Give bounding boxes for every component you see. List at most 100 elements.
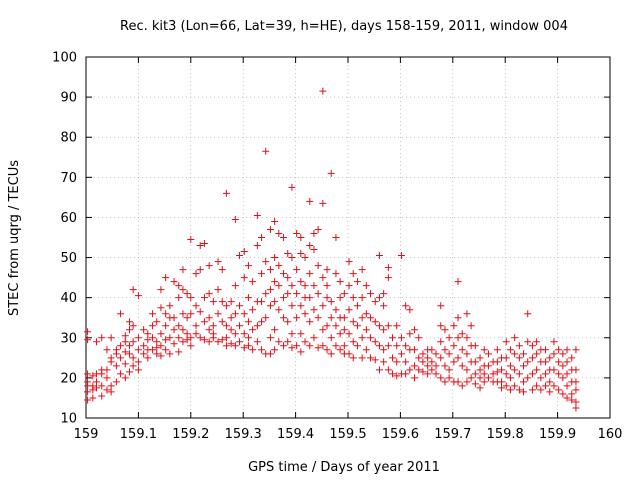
data-point: [157, 352, 165, 360]
data-point: [134, 346, 142, 354]
data-point: [454, 314, 462, 322]
data-point: [393, 322, 401, 330]
data-point: [375, 252, 383, 260]
data-point: [345, 258, 353, 266]
data-point: [445, 334, 453, 342]
data-point: [380, 358, 388, 366]
data-point: [572, 346, 580, 354]
data-point: [222, 322, 230, 330]
data-point: [288, 282, 296, 290]
data-point: [546, 378, 554, 386]
data-point: [502, 338, 510, 346]
data-point: [332, 234, 340, 241]
data-point: [253, 211, 261, 219]
data-point: [563, 358, 571, 366]
data-point: [288, 302, 296, 310]
data-point: [336, 330, 344, 338]
data-point: [258, 318, 266, 326]
data-point: [563, 370, 571, 378]
data-point: [236, 322, 244, 330]
data-point: [432, 370, 440, 378]
data-point: [192, 302, 200, 310]
data-point: [559, 374, 567, 382]
data-point: [550, 366, 558, 374]
data-point: [327, 169, 335, 177]
data-point: [471, 370, 479, 378]
data-point: [476, 384, 484, 392]
data-point: [463, 310, 471, 318]
data-point: [284, 250, 292, 258]
data-point: [170, 278, 178, 286]
data-point: [129, 338, 137, 346]
data-point: [411, 374, 419, 382]
data-point: [222, 302, 230, 310]
data-point: [406, 330, 414, 338]
data-point: [572, 386, 580, 394]
data-point: [362, 282, 370, 290]
data-point: [231, 310, 239, 318]
data-point: [183, 290, 191, 298]
data-point: [284, 274, 292, 282]
data-point: [402, 342, 410, 350]
data-point: [402, 302, 410, 310]
data-point: [222, 342, 230, 350]
data-point: [384, 366, 392, 374]
data-point: [89, 386, 97, 394]
data-point: [375, 322, 383, 330]
data-point: [542, 370, 550, 378]
data-point: [340, 314, 348, 322]
data-point: [323, 266, 331, 274]
data-point: [288, 344, 296, 352]
data-point: [458, 362, 466, 370]
data-point: [511, 382, 519, 390]
data-point: [117, 342, 125, 350]
data-point: [84, 370, 92, 378]
data-point: [327, 334, 335, 342]
data-point: [406, 306, 414, 314]
data-point: [214, 258, 222, 266]
data-point: [129, 286, 137, 294]
data-point: [112, 350, 120, 358]
data-point: [445, 374, 453, 382]
data-point: [153, 338, 161, 346]
data-point: [568, 354, 576, 362]
data-point: [121, 360, 129, 368]
data-point: [175, 348, 183, 356]
data-point: [397, 334, 405, 342]
data-point: [323, 322, 331, 330]
data-point: [524, 358, 532, 366]
data-point: [371, 298, 379, 306]
data-point: [327, 314, 335, 322]
data-point: [458, 382, 466, 390]
data-point: [134, 358, 142, 366]
data-point: [406, 366, 414, 374]
data-point: [175, 294, 183, 302]
data-point: [476, 366, 484, 374]
data-point: [484, 374, 492, 382]
data-point: [293, 314, 301, 322]
data-point: [249, 326, 257, 334]
data-point: [92, 384, 100, 392]
data-point: [183, 330, 191, 338]
data-point: [533, 382, 541, 390]
data-point: [493, 358, 501, 366]
data-point: [84, 388, 92, 396]
data-point: [134, 334, 142, 342]
data-point: [389, 370, 397, 378]
data-point: [249, 278, 257, 286]
data-point: [179, 338, 187, 346]
data-point: [196, 266, 204, 274]
data-point: [419, 358, 427, 366]
data-point: [327, 298, 335, 306]
data-point: [353, 322, 361, 330]
data-point: [314, 262, 322, 270]
data-point: [170, 326, 178, 334]
data-point: [262, 147, 270, 155]
data-point: [222, 189, 230, 197]
data-point: [103, 386, 111, 394]
data-point: [288, 183, 296, 191]
data-point: [480, 346, 488, 354]
data-point: [441, 378, 449, 386]
data-point: [258, 234, 266, 241]
data-point: [262, 258, 270, 266]
